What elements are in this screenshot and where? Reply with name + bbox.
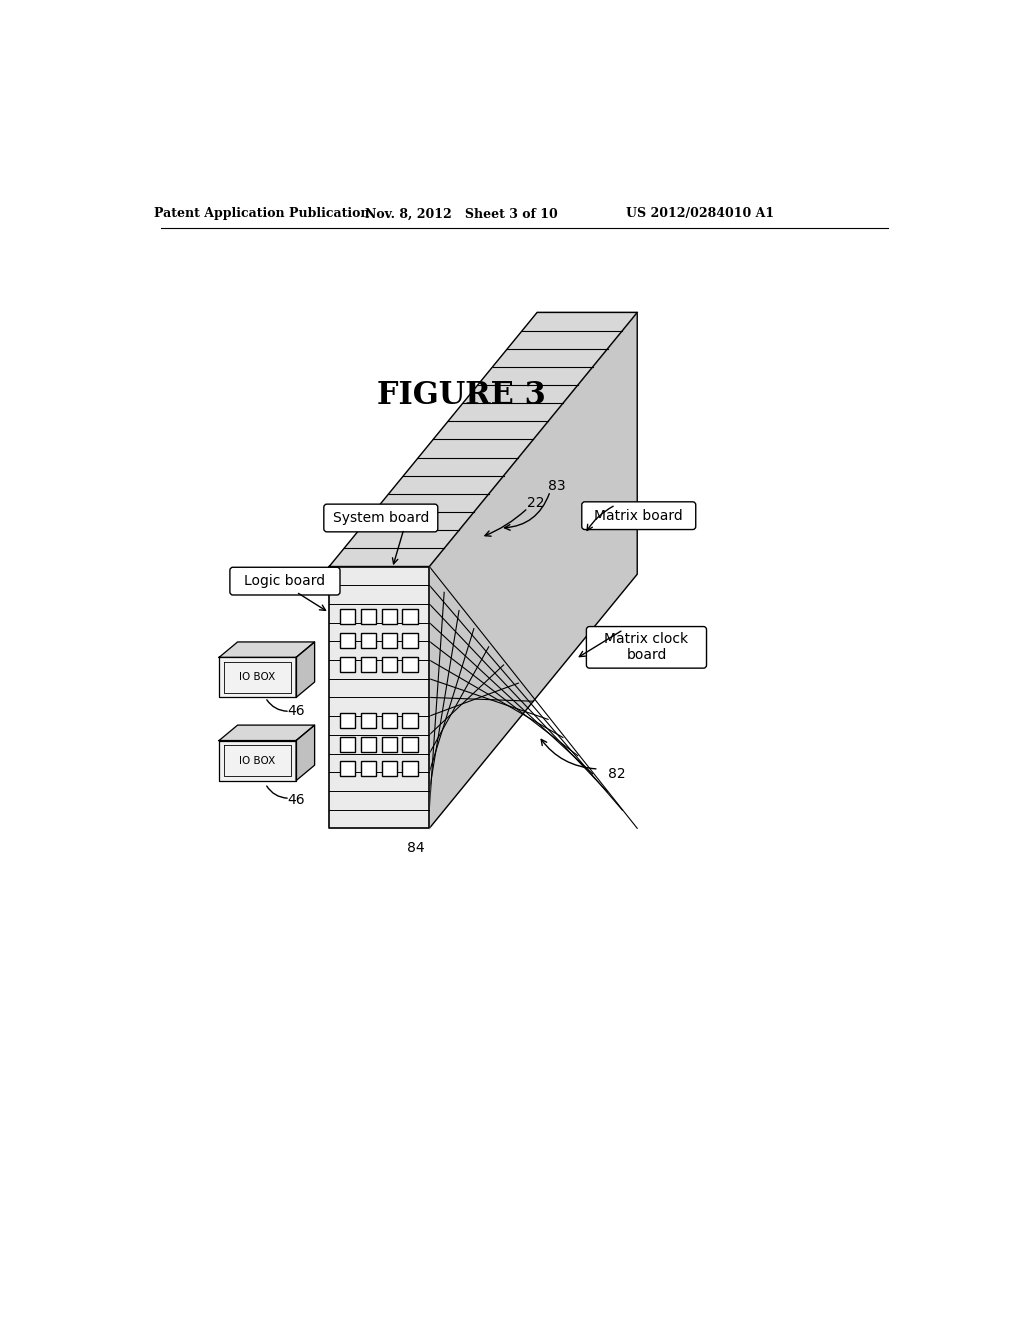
Polygon shape <box>296 725 314 780</box>
Bar <box>360 632 376 648</box>
Polygon shape <box>330 566 429 829</box>
Bar <box>382 656 397 672</box>
Bar <box>402 609 418 624</box>
FancyBboxPatch shape <box>582 502 695 529</box>
Text: IO BOX: IO BOX <box>240 755 275 766</box>
Text: 83: 83 <box>548 479 565 492</box>
Bar <box>402 713 418 729</box>
Polygon shape <box>296 642 314 697</box>
Bar <box>360 713 376 729</box>
Text: 22: 22 <box>526 495 545 510</box>
Text: Nov. 8, 2012   Sheet 3 of 10: Nov. 8, 2012 Sheet 3 of 10 <box>366 207 558 220</box>
Text: 82: 82 <box>608 767 626 781</box>
Bar <box>340 632 355 648</box>
Bar <box>382 632 397 648</box>
Bar <box>402 656 418 672</box>
Bar <box>340 656 355 672</box>
Bar <box>360 760 376 776</box>
Bar <box>382 713 397 729</box>
Polygon shape <box>219 725 314 741</box>
Bar <box>340 760 355 776</box>
Text: FIGURE 3: FIGURE 3 <box>377 380 546 411</box>
FancyBboxPatch shape <box>230 568 340 595</box>
Text: US 2012/0284010 A1: US 2012/0284010 A1 <box>627 207 774 220</box>
Bar <box>340 609 355 624</box>
Text: Logic board: Logic board <box>245 574 326 589</box>
Bar <box>360 737 376 752</box>
Bar <box>382 760 397 776</box>
Text: System board: System board <box>333 511 429 525</box>
Bar <box>402 632 418 648</box>
Text: 84: 84 <box>407 841 424 854</box>
Polygon shape <box>219 657 296 697</box>
Bar <box>382 737 397 752</box>
Text: 46: 46 <box>288 705 305 718</box>
Polygon shape <box>219 741 296 780</box>
Bar <box>402 760 418 776</box>
Bar <box>402 737 418 752</box>
Text: Patent Application Publication: Patent Application Publication <box>154 207 370 220</box>
Text: IO BOX: IO BOX <box>240 672 275 682</box>
Bar <box>360 609 376 624</box>
Polygon shape <box>330 313 637 566</box>
Bar <box>340 713 355 729</box>
Text: Matrix board: Matrix board <box>594 508 683 523</box>
Bar <box>382 609 397 624</box>
Text: 46: 46 <box>288 793 305 807</box>
Bar <box>360 656 376 672</box>
Text: Matrix clock
board: Matrix clock board <box>604 632 688 663</box>
Polygon shape <box>429 313 637 829</box>
FancyBboxPatch shape <box>587 627 707 668</box>
FancyBboxPatch shape <box>324 504 438 532</box>
Bar <box>340 737 355 752</box>
Polygon shape <box>219 642 314 657</box>
